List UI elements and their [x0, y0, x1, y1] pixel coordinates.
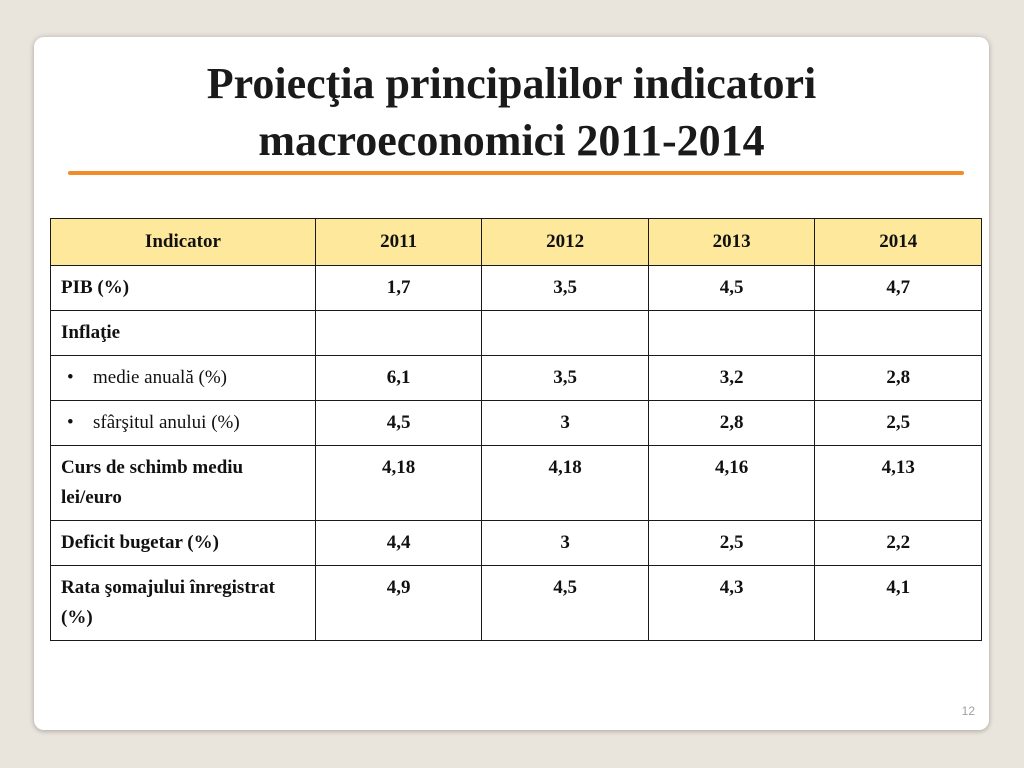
cell-value [314, 310, 483, 356]
table-row: • medie anuală (%) 6,1 3,5 3,2 2,8 [50, 355, 982, 401]
slide-title: Proiecţia principalilor indicatori macro… [34, 55, 989, 169]
cell-value: 3 [481, 520, 649, 566]
cell-value [481, 310, 649, 356]
cell-value: 2,5 [647, 520, 816, 566]
indicators-table: Indicator 2011 2012 2013 2014 PIB (%) 1,… [50, 218, 982, 641]
cell-value: 4,18 [314, 445, 483, 521]
title-line-1: Proiecţia principalilor indicatori [206, 59, 817, 108]
bullet-marker: • [67, 412, 74, 433]
cell-value: 4,5 [314, 400, 483, 446]
cell-value: 4,18 [481, 445, 649, 521]
row-label: • sfârşitul anului (%) [50, 400, 316, 446]
cell-value: 3,2 [647, 355, 816, 401]
cell-value: 4,13 [814, 445, 982, 521]
cell-value: 3,5 [481, 265, 649, 311]
cell-value: 4,5 [481, 565, 649, 641]
table-row: • sfârşitul anului (%) 4,5 3 2,8 2,5 [50, 400, 982, 446]
table-row: Deficit bugetar (%) 4,4 3 2,5 2,2 [50, 520, 982, 566]
row-label: • medie anuală (%) [50, 355, 316, 401]
cell-value: 4,7 [814, 265, 982, 311]
cell-value: 4,16 [647, 445, 816, 521]
table-row: PIB (%) 1,7 3,5 4,5 4,7 [50, 265, 982, 311]
title-line-2: macroeconomici 2011-2014 [258, 116, 765, 165]
row-label-text: sfârşitul anului (%) [93, 412, 240, 433]
cell-value: 4,5 [647, 265, 816, 311]
cell-value: 3 [481, 400, 649, 446]
cell-value: 6,1 [314, 355, 483, 401]
row-label: Inflaţie [50, 310, 316, 356]
cell-value: 4,4 [314, 520, 483, 566]
cell-value: 4,3 [647, 565, 816, 641]
table-header-row: Indicator 2011 2012 2013 2014 [50, 218, 982, 266]
cell-value: 2,8 [647, 400, 816, 446]
cell-value [814, 310, 982, 356]
row-label: Rata şomajului înregistrat (%) [50, 565, 316, 641]
header-year: 2014 [814, 218, 982, 266]
cell-value: 1,7 [314, 265, 483, 311]
row-label: PIB (%) [50, 265, 316, 311]
slide: Proiecţia principalilor indicatori macro… [34, 37, 989, 730]
cell-value: 2,5 [814, 400, 982, 446]
bullet-marker: • [67, 367, 74, 388]
cell-value [647, 310, 816, 356]
table-row: Rata şomajului înregistrat (%) 4,9 4,5 4… [50, 565, 982, 641]
row-label-text: medie anuală (%) [93, 367, 227, 388]
cell-value: 2,8 [814, 355, 982, 401]
table-row: Inflaţie [50, 310, 982, 356]
cell-value: 3,5 [481, 355, 649, 401]
header-year: 2011 [314, 218, 483, 266]
header-year: 2013 [647, 218, 816, 266]
cell-value: 4,9 [314, 565, 483, 641]
row-label: Deficit bugetar (%) [50, 520, 316, 566]
header-year: 2012 [481, 218, 649, 266]
cell-value: 2,2 [814, 520, 982, 566]
title-underline [68, 171, 964, 175]
page-number: 12 [961, 704, 975, 718]
row-label: Curs de schimb mediu lei/euro [50, 445, 316, 521]
table-row: Curs de schimb mediu lei/euro 4,18 4,18 … [50, 445, 982, 521]
header-indicator: Indicator [50, 218, 316, 266]
cell-value: 4,1 [814, 565, 982, 641]
